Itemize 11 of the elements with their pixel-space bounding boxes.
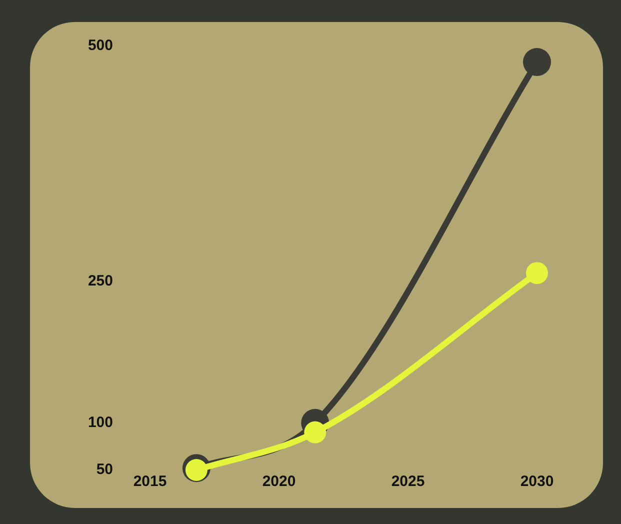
y-tick-label: 500 [88, 37, 113, 54]
point [526, 262, 548, 284]
y-tick-label: 50 [96, 461, 113, 478]
x-tick-label: 2020 [262, 473, 296, 490]
x-tick-label: 2015 [133, 473, 167, 490]
y-tick-label: 100 [88, 414, 113, 432]
point [523, 48, 551, 76]
y-tick-label: 250 [88, 272, 113, 290]
point [304, 421, 326, 444]
x-tick-label: 2030 [520, 473, 554, 490]
x-tick-label: 2025 [391, 473, 425, 490]
